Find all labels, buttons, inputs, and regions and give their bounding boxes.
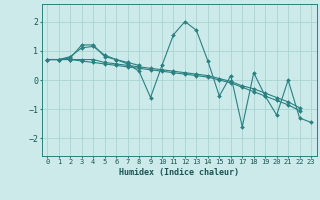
X-axis label: Humidex (Indice chaleur): Humidex (Indice chaleur) — [119, 168, 239, 177]
